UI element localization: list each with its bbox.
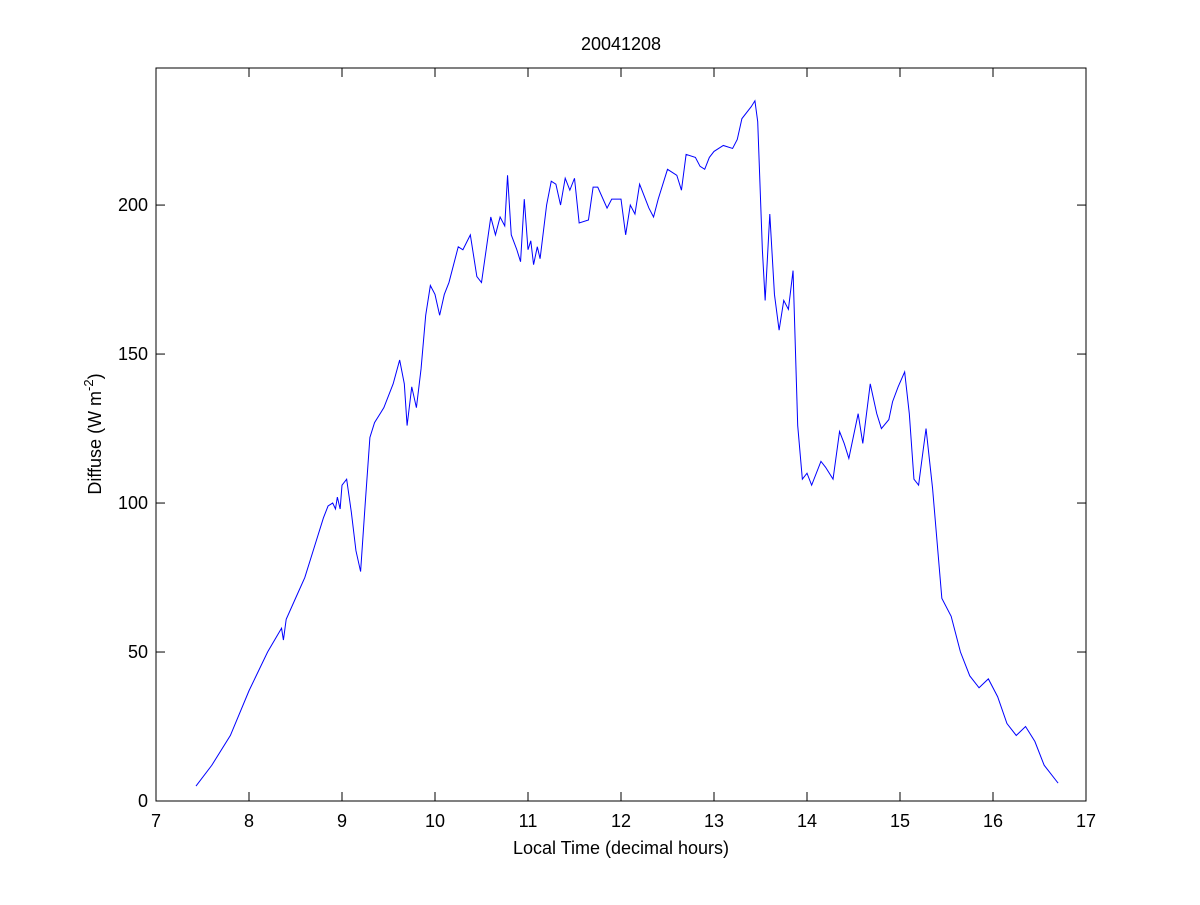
y-tick-label: 150 (118, 344, 148, 364)
y-tick-label: 50 (128, 642, 148, 662)
y-tick-label: 0 (138, 791, 148, 811)
x-tick-label: 8 (244, 811, 254, 831)
y-tick-label: 100 (118, 493, 148, 513)
x-tick-label: 9 (337, 811, 347, 831)
y-tick-label: 200 (118, 195, 148, 215)
plot-box (155, 67, 1087, 802)
x-tick-label: 14 (797, 811, 817, 831)
x-tick-label: 13 (704, 811, 724, 831)
x-tick-label: 7 (151, 811, 161, 831)
data-line (195, 99, 1059, 787)
x-tick-label: 15 (890, 811, 910, 831)
y-axis-label: Diffuse (W m-2) (81, 373, 105, 494)
x-tick-label: 12 (611, 811, 631, 831)
x-axis-label: Local Time (decimal hours) (513, 838, 729, 858)
y-label-suffix: ) (85, 373, 105, 379)
y-label-text: Diffuse (W m (85, 391, 105, 495)
x-tick-label: 16 (983, 811, 1003, 831)
x-tick-label: 11 (519, 811, 538, 831)
x-tick-label: 10 (425, 811, 445, 831)
chart-title: 20041208 (581, 34, 661, 54)
x-tick-label: 17 (1076, 811, 1096, 831)
y-label-superscript: -2 (81, 379, 96, 391)
